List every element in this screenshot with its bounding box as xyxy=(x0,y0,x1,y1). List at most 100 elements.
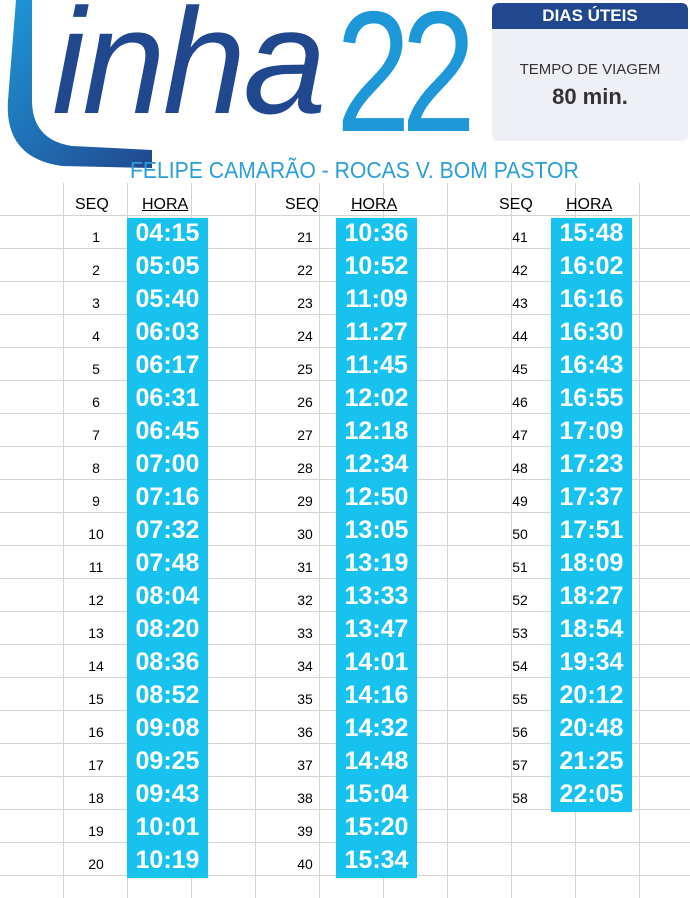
departure-time: 17:51 xyxy=(559,516,624,544)
departure-time: 07:16 xyxy=(135,483,200,511)
departure-time: 13:19 xyxy=(344,549,409,577)
departure-time: 14:32 xyxy=(344,714,409,742)
seq-number: 11 xyxy=(88,559,104,575)
departure-time: 06:03 xyxy=(135,318,200,346)
seq-number: 6 xyxy=(92,394,100,410)
departure-time: 20:12 xyxy=(559,681,624,709)
seq-number: 41 xyxy=(512,229,528,245)
seq-number: 9 xyxy=(92,493,100,509)
departure-time: 13:47 xyxy=(344,615,409,643)
departure-time: 18:09 xyxy=(559,549,624,577)
seq-number: 2 xyxy=(92,262,100,278)
departure-time: 17:23 xyxy=(559,450,624,478)
departure-time: 12:34 xyxy=(344,450,409,478)
seq-number: 10 xyxy=(88,526,104,542)
seq-number: 4 xyxy=(92,328,100,344)
seq-number: 24 xyxy=(297,328,313,344)
seq-number: 37 xyxy=(297,757,313,773)
departure-time: 14:01 xyxy=(344,648,409,676)
seq-number: 54 xyxy=(512,658,528,674)
departure-time: 10:01 xyxy=(135,813,200,841)
departure-time: 13:05 xyxy=(344,516,409,544)
seq-number: 27 xyxy=(297,427,313,443)
seq-number: 56 xyxy=(512,724,528,740)
seq-number: 46 xyxy=(512,394,528,410)
departure-time: 05:40 xyxy=(135,285,200,313)
seq-number: 33 xyxy=(297,625,313,641)
info-box: DIAS ÚTEIS TEMPO DE VIAGEM 80 min. xyxy=(492,3,688,141)
seq-number: 14 xyxy=(88,658,104,674)
day-type-label: DIAS ÚTEIS xyxy=(492,3,688,29)
departure-time: 19:34 xyxy=(559,648,624,676)
departure-time: 07:00 xyxy=(135,450,200,478)
seq-number: 19 xyxy=(88,823,104,839)
departure-time: 06:31 xyxy=(135,384,200,412)
time-column-highlight xyxy=(336,218,417,878)
seq-number: 50 xyxy=(512,526,528,542)
time-column-highlight xyxy=(551,218,632,812)
seq-number: 30 xyxy=(297,526,313,542)
departure-time: 15:48 xyxy=(559,219,624,247)
departure-time: 17:09 xyxy=(559,417,624,445)
seq-number: 21 xyxy=(297,229,313,245)
seq-number: 55 xyxy=(512,691,528,707)
seq-number: 43 xyxy=(512,295,528,311)
seq-number: 3 xyxy=(92,295,100,311)
seq-number: 58 xyxy=(512,790,528,806)
departure-time: 12:50 xyxy=(344,483,409,511)
departure-time: 11:45 xyxy=(345,351,408,379)
seq-header: SEQ xyxy=(75,196,109,213)
seq-number: 44 xyxy=(512,328,528,344)
departure-time: 16:43 xyxy=(559,351,624,379)
departure-time: 09:25 xyxy=(135,747,200,775)
departure-time: 09:43 xyxy=(135,780,200,808)
seq-number: 5 xyxy=(92,361,100,377)
departure-time: 11:09 xyxy=(345,285,408,313)
seq-number: 15 xyxy=(88,691,104,707)
seq-number: 8 xyxy=(92,460,100,476)
hora-header: HORA xyxy=(142,196,189,213)
departure-time: 09:08 xyxy=(135,714,200,742)
seq-number: 36 xyxy=(297,724,313,740)
seq-number: 25 xyxy=(297,361,313,377)
hora-header: HORA xyxy=(351,196,398,213)
seq-number: 12 xyxy=(88,592,104,608)
seq-number: 49 xyxy=(512,493,528,509)
seq-number: 1 xyxy=(92,229,100,245)
seq-number: 31 xyxy=(297,559,313,575)
departure-time: 15:20 xyxy=(344,813,409,841)
departure-time: 08:52 xyxy=(135,681,200,709)
seq-number: 34 xyxy=(297,658,313,674)
travel-time-value: 80 min. xyxy=(552,84,628,109)
departure-time: 16:16 xyxy=(559,285,624,313)
departure-time: 10:36 xyxy=(344,219,409,247)
seq-number: 57 xyxy=(512,757,528,773)
seq-number: 17 xyxy=(88,757,104,773)
departure-time: 12:18 xyxy=(344,417,409,445)
seq-number: 32 xyxy=(297,592,313,608)
seq-number: 45 xyxy=(512,361,528,377)
seq-number: 42 xyxy=(512,262,528,278)
departure-time: 22:05 xyxy=(559,780,624,808)
seq-number: 20 xyxy=(88,856,104,872)
line-number: 22 xyxy=(336,0,476,168)
departure-time: 21:25 xyxy=(559,747,624,775)
route-name: FELIPE CAMARÃO - ROCAS V. BOM PASTOR xyxy=(130,157,579,183)
seq-number: 23 xyxy=(297,295,313,311)
departure-time: 08:36 xyxy=(135,648,200,676)
seq-number: 51 xyxy=(512,559,528,575)
hora-header: HORA xyxy=(566,196,613,213)
departure-time: 04:15 xyxy=(135,219,200,247)
departure-time: 14:16 xyxy=(344,681,409,709)
seq-number: 22 xyxy=(297,262,313,278)
departure-time: 10:52 xyxy=(344,252,409,280)
departure-time: 13:33 xyxy=(344,582,409,610)
travel-time-label: TEMPO DE VIAGEM xyxy=(519,61,661,78)
departure-time: 15:34 xyxy=(344,846,409,874)
departure-time: 12:02 xyxy=(344,384,409,412)
time-column-highlight xyxy=(127,218,208,878)
seq-number: 48 xyxy=(512,460,528,476)
departure-time: 18:27 xyxy=(559,582,624,610)
seq-header: SEQ xyxy=(285,196,319,213)
departure-time: 11:27 xyxy=(345,318,408,346)
